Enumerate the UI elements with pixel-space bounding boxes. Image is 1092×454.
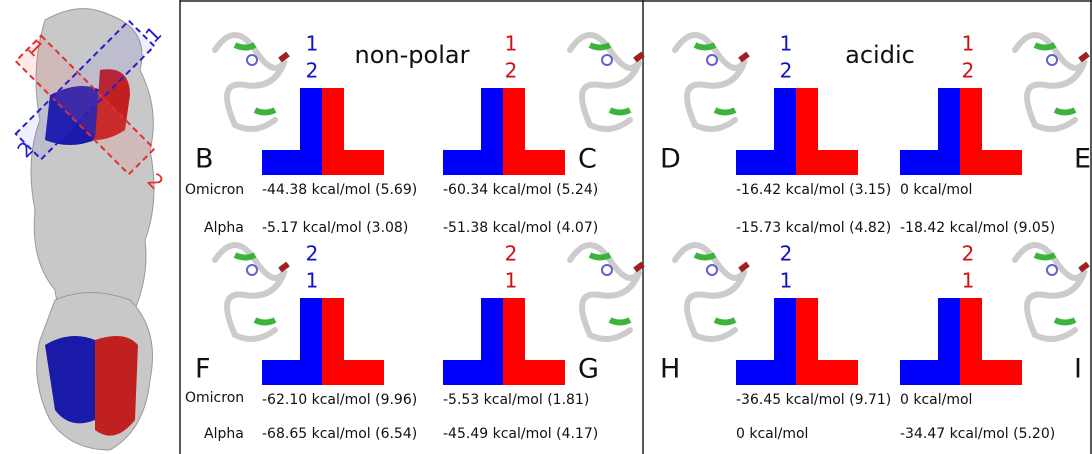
ribbon-helix xyxy=(590,255,610,258)
ribbon-helix xyxy=(1055,320,1075,323)
energy-alpha: -15.73 kcal/mol (4.82) xyxy=(736,220,891,236)
energy-alpha: 0 kcal/mol xyxy=(736,426,808,442)
panel-letter: E xyxy=(1074,144,1091,175)
row-label: Alpha xyxy=(204,426,244,442)
chain-number: 1 xyxy=(780,269,793,293)
ribbon-ring xyxy=(602,55,612,65)
energy-alpha: -34.47 kcal/mol (5.20) xyxy=(900,426,1055,442)
chain-number: 2 xyxy=(780,59,793,83)
chain-number: 2 xyxy=(505,59,518,83)
chain-number: 2 xyxy=(306,59,319,83)
blue-block xyxy=(900,150,960,175)
energy-omicron: -60.34 kcal/mol (5.24) xyxy=(443,182,598,198)
section-title: acidic xyxy=(845,41,915,69)
red-block xyxy=(503,150,565,175)
chain-number: 1 xyxy=(962,32,975,56)
ribbon-helix xyxy=(695,255,715,258)
ribbon-helix xyxy=(1055,110,1075,113)
ribbon-helix xyxy=(715,320,735,323)
ribbon-helix xyxy=(235,45,255,48)
red-block xyxy=(322,150,384,175)
energy-alpha: -5.17 kcal/mol (3.08) xyxy=(262,220,408,236)
energy-omicron: 0 kcal/mol xyxy=(900,392,972,408)
ribbon-strand xyxy=(740,54,748,60)
ribbon-helix xyxy=(255,320,275,323)
ribbon-helix xyxy=(590,45,610,48)
energy-alpha: -51.38 kcal/mol (4.07) xyxy=(443,220,598,236)
ribbon-ring xyxy=(707,265,717,275)
ribbon-helix xyxy=(235,255,255,258)
panel-letter: F xyxy=(195,354,211,385)
panel-letter: H xyxy=(660,354,680,385)
red-block xyxy=(796,150,858,175)
blue-block xyxy=(262,150,322,175)
row-label: Omicron xyxy=(185,390,244,406)
energy-alpha: -45.49 kcal/mol (4.17) xyxy=(443,426,598,442)
chain-number: 2 xyxy=(962,59,975,83)
chain-number: 1 xyxy=(306,32,319,56)
panel-letter: I xyxy=(1074,354,1082,385)
ribbon-ring xyxy=(1047,265,1057,275)
chain-number: 2 xyxy=(306,242,319,266)
ribbon-strand xyxy=(635,264,643,270)
chain-number: 2 xyxy=(505,242,518,266)
ribbon-helix xyxy=(1035,45,1055,48)
chain-number: 1 xyxy=(962,269,975,293)
chain-number: 1 xyxy=(505,32,518,56)
row-label: Alpha xyxy=(204,220,244,236)
blue-block xyxy=(736,360,796,385)
ribbon-helix xyxy=(695,45,715,48)
blue-block xyxy=(443,150,503,175)
ribbon-ring xyxy=(1047,55,1057,65)
panel-letter: D xyxy=(660,144,681,175)
blue-block xyxy=(443,360,503,385)
chain-number: 1 xyxy=(505,269,518,293)
ribbon-helix xyxy=(255,110,275,113)
blue-block xyxy=(900,360,960,385)
ribbon-ring xyxy=(247,265,257,275)
red-block xyxy=(796,360,858,385)
energy-omicron: -62.10 kcal/mol (9.96) xyxy=(262,392,417,408)
energy-omicron: -16.42 kcal/mol (3.15) xyxy=(736,182,891,198)
row-label: Omicron xyxy=(185,182,244,198)
energy-omicron: -5.53 kcal/mol (1.81) xyxy=(443,392,589,408)
blue-block xyxy=(262,360,322,385)
ribbon-ring xyxy=(602,265,612,275)
left-panel: 1 2 1 2 A xyxy=(12,9,168,450)
red-block xyxy=(960,360,1022,385)
chain-number: 2 xyxy=(780,242,793,266)
red-patch xyxy=(95,336,138,436)
energy-omicron: -36.45 kcal/mol (9.71) xyxy=(736,392,891,408)
ribbon-strand xyxy=(280,54,288,60)
section-title: non-polar xyxy=(355,41,470,69)
energy-alpha: -18.42 kcal/mol (9.05) xyxy=(900,220,1055,236)
red-block xyxy=(322,360,384,385)
ribbon-ring xyxy=(707,55,717,65)
energy-alpha: -68.65 kcal/mol (6.54) xyxy=(262,426,417,442)
panel-letter: C xyxy=(578,144,597,175)
panel-letter: B xyxy=(195,144,214,175)
red-block xyxy=(960,150,1022,175)
energy-omicron: 0 kcal/mol xyxy=(900,182,972,198)
panel-letter: G xyxy=(578,354,599,385)
ribbon-strand xyxy=(1080,264,1088,270)
ribbon-strand xyxy=(740,264,748,270)
red-block xyxy=(503,360,565,385)
chain-number: 1 xyxy=(780,32,793,56)
ribbon-helix xyxy=(1035,255,1055,258)
ribbon-strand xyxy=(280,264,288,270)
ribbon-helix xyxy=(715,110,735,113)
ribbon-strand xyxy=(635,54,643,60)
chain-number: 2 xyxy=(962,242,975,266)
ribbon-helix xyxy=(610,110,630,113)
ribbon-helix xyxy=(610,320,630,323)
ribbon-strand xyxy=(1080,54,1088,60)
blue-block xyxy=(736,150,796,175)
energy-omicron: -44.38 kcal/mol (5.69) xyxy=(262,182,417,198)
figure: 1 2 1 2 A non-polar acidic Omicron Alpha… xyxy=(0,0,1092,454)
chain-number: 1 xyxy=(306,269,319,293)
ribbon-ring xyxy=(247,55,257,65)
